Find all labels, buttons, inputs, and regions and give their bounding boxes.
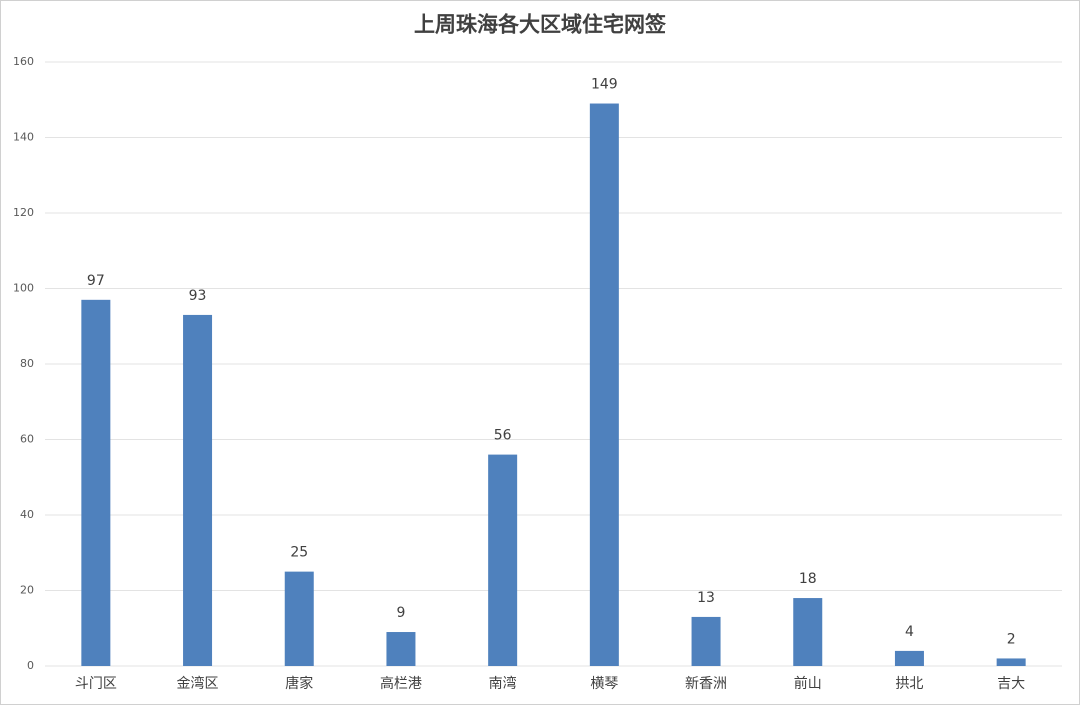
x-tick-label: 吉大 xyxy=(997,676,1025,692)
x-tick-label: 新香洲 xyxy=(685,676,727,692)
data-label: 9 xyxy=(396,605,405,621)
data-label: 97 xyxy=(87,273,105,289)
bar xyxy=(589,103,619,666)
data-label: 149 xyxy=(591,77,618,93)
x-tick-label: 横琴 xyxy=(590,676,618,692)
bar xyxy=(793,598,823,666)
y-tick-label: 20 xyxy=(20,584,34,597)
x-tick-label: 前山 xyxy=(794,675,822,692)
bar xyxy=(386,632,416,666)
bar xyxy=(81,299,111,666)
y-tick-label: 160 xyxy=(13,55,34,68)
bar xyxy=(894,650,924,666)
bar xyxy=(691,616,721,666)
x-tick-label: 唐家 xyxy=(285,675,313,692)
y-tick-label: 140 xyxy=(13,131,34,144)
chart-title: 上周珠海各大区域住宅网签 xyxy=(414,12,667,37)
x-tick-label: 高栏港 xyxy=(380,675,422,692)
bar xyxy=(996,658,1026,666)
y-tick-label: 40 xyxy=(20,508,34,521)
x-tick-label: 斗门区 xyxy=(75,676,117,692)
data-label: 18 xyxy=(799,571,817,587)
bar xyxy=(284,571,314,666)
y-tick-label: 0 xyxy=(27,659,34,672)
bar xyxy=(488,454,518,666)
x-tick-label: 拱北 xyxy=(895,676,923,692)
y-tick-label: 80 xyxy=(20,357,34,370)
bar xyxy=(183,314,213,666)
y-tick-label: 120 xyxy=(13,206,34,219)
x-tick-label: 金湾区 xyxy=(177,675,219,692)
y-tick-label: 60 xyxy=(20,433,34,446)
data-label: 93 xyxy=(189,288,207,304)
data-label: 2 xyxy=(1007,631,1016,647)
data-label: 25 xyxy=(290,545,308,561)
x-tick-label: 南湾 xyxy=(489,675,517,692)
data-label: 4 xyxy=(905,624,914,640)
y-tick-label: 100 xyxy=(13,282,34,295)
data-label: 56 xyxy=(494,428,512,444)
data-label: 13 xyxy=(697,590,715,606)
